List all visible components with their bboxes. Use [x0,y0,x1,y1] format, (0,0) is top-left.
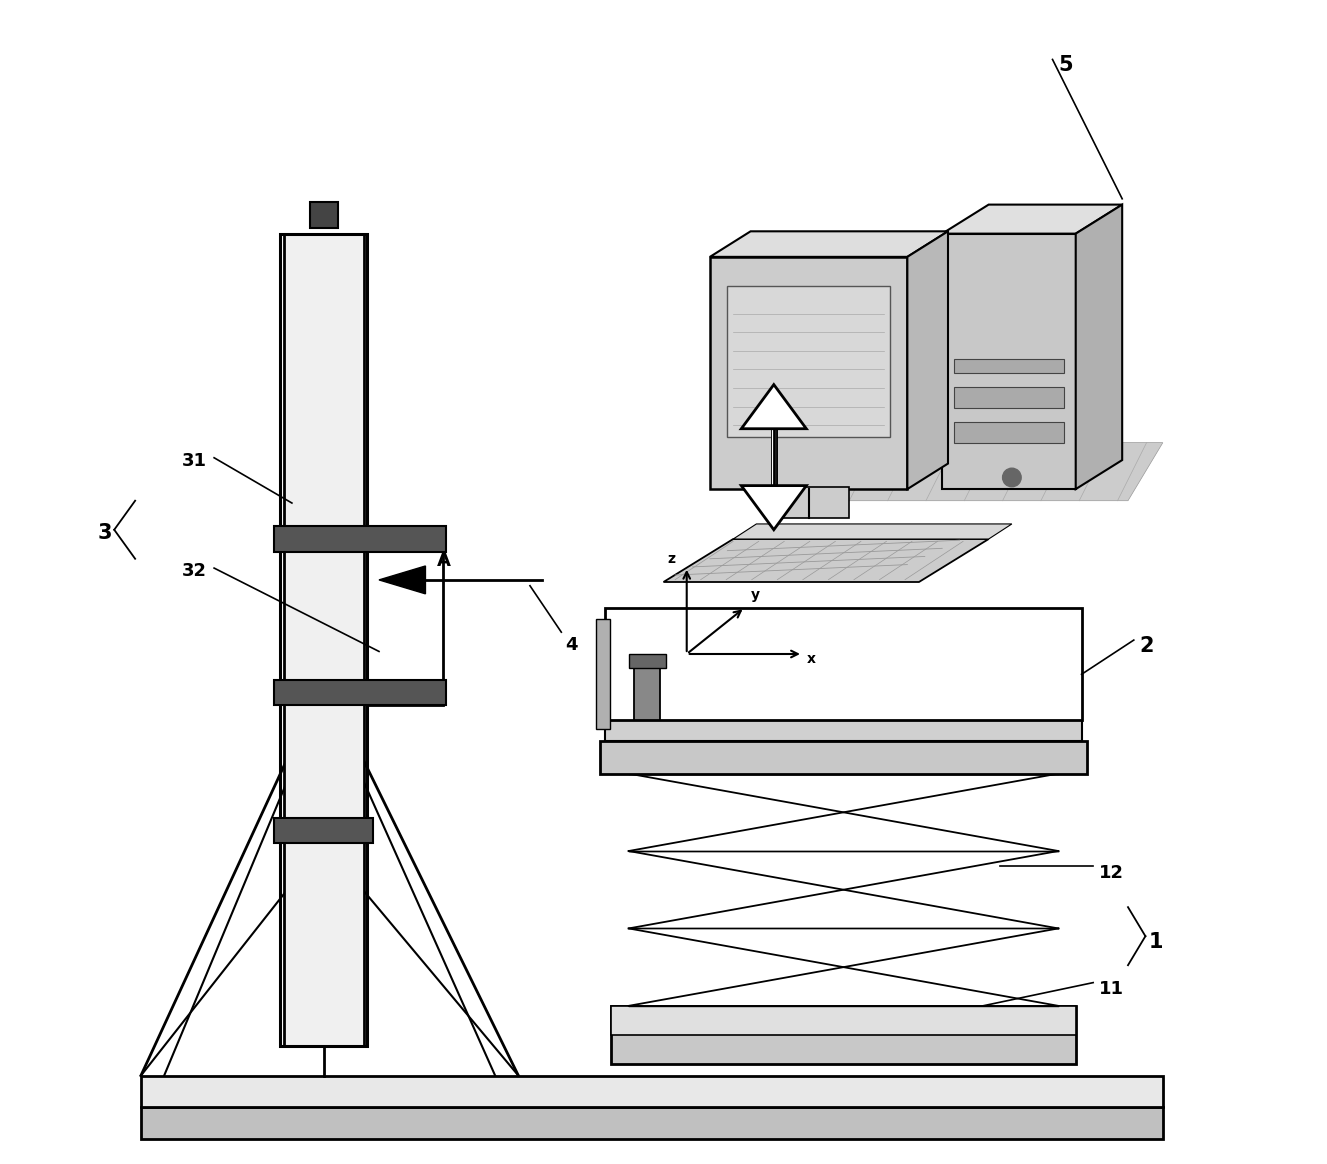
Bar [727,286,890,436]
Bar [954,421,1064,442]
Bar [942,234,1076,489]
Polygon shape [837,442,1162,501]
Bar [600,741,1087,774]
Bar [275,680,446,705]
Bar [710,257,908,489]
Polygon shape [734,524,1013,539]
Text: 31: 31 [182,452,207,470]
Text: 12: 12 [1099,864,1124,882]
Polygon shape [380,566,426,594]
Text: 3: 3 [98,523,113,544]
Bar [605,608,1082,721]
Bar [629,654,666,668]
Bar [612,1006,1076,1035]
Circle shape [1003,468,1022,487]
Text: 5: 5 [1059,55,1074,74]
Text: z: z [667,553,675,567]
Polygon shape [1076,205,1123,489]
Bar [768,487,849,518]
Text: 2: 2 [1140,636,1154,655]
Polygon shape [664,539,989,582]
Bar [141,1076,1162,1107]
Bar [141,1107,1162,1140]
Text: x: x [807,652,815,666]
Bar [634,656,660,721]
Bar [280,234,368,1046]
Polygon shape [742,485,807,530]
Text: 4: 4 [565,636,577,653]
Polygon shape [742,384,807,428]
Bar [954,359,1064,372]
Bar [596,619,610,730]
Bar [311,203,338,228]
Bar [954,386,1064,407]
Text: 1: 1 [1149,932,1164,952]
Bar [275,818,373,843]
Text: y: y [751,589,759,603]
Bar [605,721,1082,741]
Text: 11: 11 [1099,980,1124,999]
Polygon shape [710,232,947,257]
Bar [612,1006,1076,1064]
Text: 32: 32 [182,562,207,580]
Text: A: A [437,552,451,570]
Bar [368,526,443,705]
Bar [275,526,446,552]
Polygon shape [942,205,1123,234]
Polygon shape [908,232,947,489]
Bar [284,234,364,1046]
